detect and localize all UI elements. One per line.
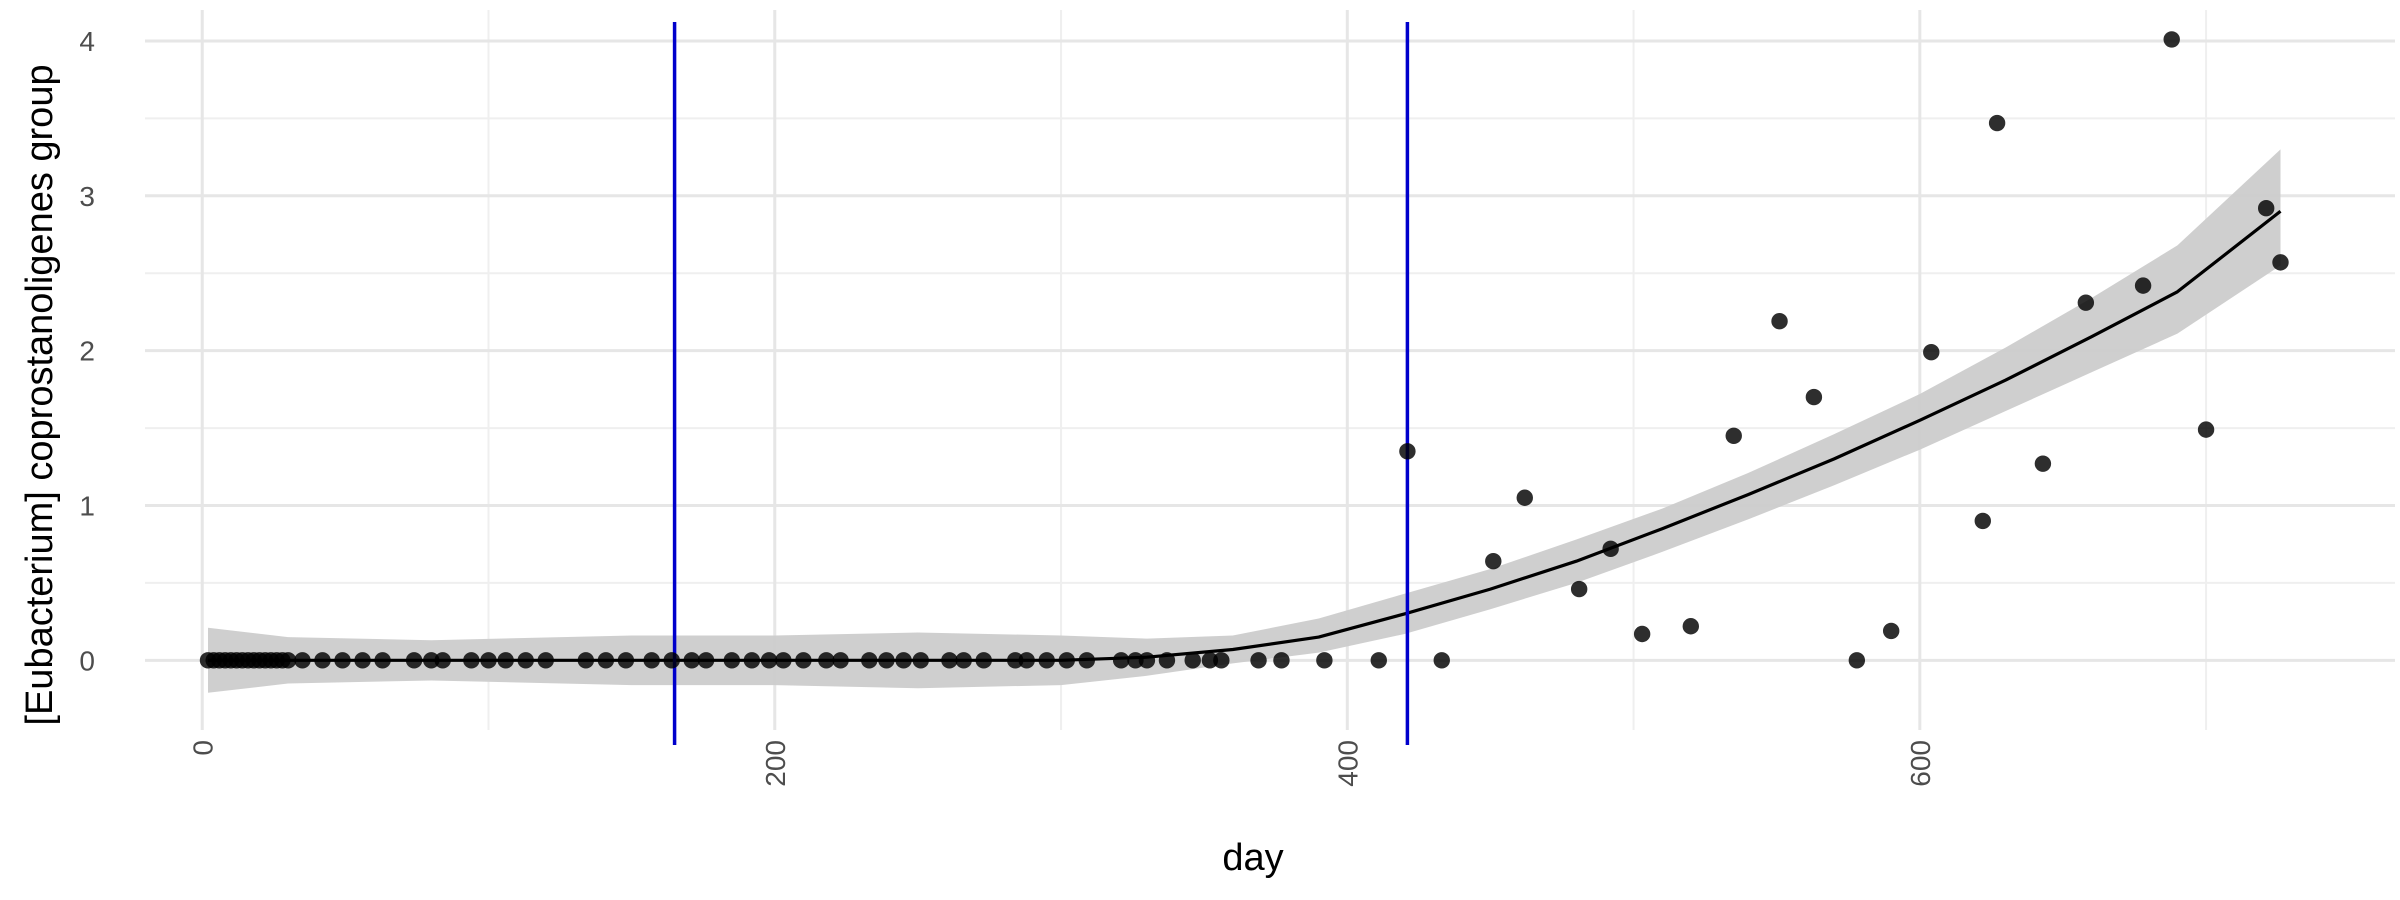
data-point (354, 652, 371, 669)
data-point (683, 652, 700, 669)
data-point (1805, 388, 1823, 406)
data-point (1250, 652, 1267, 669)
data-point (1112, 652, 1130, 669)
y-axis: 0 1 2 3 4 (79, 26, 95, 676)
data-point (2257, 199, 2275, 217)
data-point (2272, 254, 2289, 271)
data-point (1138, 652, 1156, 669)
x-tick-label: 400 (1332, 740, 1363, 787)
data-point (1682, 618, 1700, 635)
data-point (334, 652, 351, 669)
data-point (1184, 652, 1201, 669)
data-point (1018, 652, 1035, 669)
data-point (975, 652, 992, 669)
data-point (743, 652, 761, 669)
data-point (1485, 553, 1502, 570)
data-point (1127, 652, 1144, 669)
y-tick-label: 1 (79, 490, 95, 521)
data-point (480, 652, 497, 669)
data-point (895, 652, 912, 669)
y-tick-label: 2 (79, 336, 95, 367)
data-point (1038, 652, 1055, 669)
data-point (697, 652, 715, 669)
data-point (537, 652, 554, 669)
data-point (1433, 652, 1450, 669)
x-tick-label: 600 (1905, 740, 1936, 787)
data-point (279, 652, 297, 669)
smooth-fit-line (208, 210, 2282, 662)
x-tick-label: 200 (760, 740, 791, 787)
data-point (723, 652, 741, 669)
data-point (818, 652, 835, 669)
data-point (1771, 313, 1788, 330)
data-point (795, 652, 812, 669)
grid-lines (145, 10, 2395, 730)
confidence-band (208, 149, 2281, 693)
data-point (663, 652, 680, 669)
data-point (1213, 652, 1230, 669)
data-point (832, 652, 849, 669)
data-point (2163, 31, 2180, 48)
y-tick-label: 4 (79, 26, 95, 57)
data-point (861, 652, 878, 669)
data-point (1158, 652, 1176, 669)
data-point (941, 652, 958, 669)
data-point (1848, 652, 1866, 669)
y-tick-label: 0 (79, 645, 95, 676)
data-point (1316, 652, 1333, 669)
data-point (912, 652, 929, 669)
data-point (1058, 652, 1075, 669)
data-point (1988, 114, 2006, 132)
data-point (617, 652, 635, 669)
data-point (517, 652, 534, 669)
data-point (434, 652, 451, 669)
x-tick-label: 0 (187, 740, 218, 756)
data-point (597, 652, 615, 669)
data-point (2034, 455, 2052, 472)
data-point (463, 652, 480, 669)
y-tick-label: 3 (79, 181, 95, 212)
data-point (2134, 277, 2152, 294)
data-point (1273, 652, 1290, 669)
fit-line-layer (208, 210, 2282, 662)
data-point (1570, 580, 1588, 598)
data-point (1725, 427, 1742, 445)
x-axis: 0 200 400 600 (187, 740, 1936, 787)
y-axis-title: [Eubacterium] coprostanoligenes group (19, 64, 61, 725)
plot-panel (145, 10, 2395, 745)
data-point (643, 652, 660, 669)
data-point (1974, 512, 1991, 530)
data-point (294, 652, 311, 669)
data-point (1370, 652, 1387, 669)
data-point (1201, 652, 1219, 669)
data-point (2197, 421, 2215, 438)
data-point (374, 652, 391, 669)
vertical-marker-lines (672, 22, 1410, 745)
x-axis-title: day (1222, 837, 1283, 879)
data-point (1633, 625, 1651, 643)
data-point (577, 652, 595, 669)
data-point (760, 652, 778, 669)
data-point (1602, 540, 1619, 558)
data-point (423, 652, 440, 669)
data-point (314, 652, 331, 669)
confidence-band-layer (208, 149, 2281, 693)
data-point (2077, 294, 2095, 311)
data-point (955, 652, 972, 669)
data-point (775, 652, 792, 669)
data-points (199, 31, 2289, 669)
data-point (1007, 652, 1024, 669)
data-point (1399, 443, 1416, 460)
data-point (1923, 343, 1940, 361)
data-point (1078, 652, 1095, 669)
data-point (1516, 489, 1533, 506)
data-point (1882, 622, 1900, 640)
data-point (405, 652, 423, 669)
data-point (497, 652, 514, 669)
data-point (878, 652, 895, 669)
